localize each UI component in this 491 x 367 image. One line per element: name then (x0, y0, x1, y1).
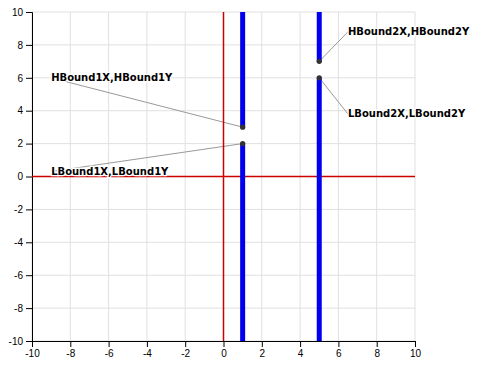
tick: 10 (12, 7, 32, 18)
tick-mark (26, 177, 32, 178)
tick-mark (377, 341, 378, 347)
tick: -8 (66, 341, 75, 359)
tick-label: 0 (17, 171, 23, 182)
tick: 6 (17, 73, 32, 84)
annotation-line (319, 78, 348, 114)
tick-mark (109, 341, 110, 347)
tick-label: -8 (66, 348, 75, 359)
point (317, 59, 322, 64)
annotation-line (319, 32, 348, 62)
tick: 2 (260, 341, 266, 359)
tick-mark (26, 242, 32, 243)
tick-mark (26, 78, 32, 79)
tick-label: 4 (17, 105, 23, 116)
annotation: HBound1X,HBound1Y (51, 72, 173, 83)
line (317, 78, 322, 341)
tick: -10 (9, 336, 32, 347)
tick-mark (415, 341, 416, 347)
line (240, 12, 245, 127)
tick-mark (338, 341, 339, 347)
tick-label: 2 (260, 348, 266, 359)
tick-label: -10 (9, 336, 24, 347)
plot: -10 -8 -6 -4 -2 0 2 4 6 8 10 -10 -8 -6 -4 -2 0 2 4 6 8 10 HBou… (9, 7, 470, 359)
tick-label: 8 (17, 40, 23, 51)
tick-mark (26, 209, 32, 210)
chart: -10 -8 -6 -4 -2 0 2 4 6 8 10 -10 -8 -6 -4 -2 0 2 4 6 8 10 HBou… (0, 0, 491, 367)
tick: -6 (14, 270, 32, 281)
axis-line (26, 13, 33, 342)
tick-label: 2 (17, 138, 23, 149)
tick: -2 (14, 204, 32, 215)
tick-label: -4 (14, 237, 23, 248)
tick-label: -6 (14, 270, 23, 281)
tick-mark (70, 341, 71, 347)
tick-label: 6 (17, 73, 23, 84)
tick: -2 (181, 341, 190, 359)
tick-mark (26, 144, 32, 145)
tick-mark (262, 341, 263, 347)
line (317, 12, 322, 61)
tick-label: 4 (298, 348, 304, 359)
axis-line (33, 342, 416, 348)
tick: 6 (336, 341, 342, 359)
y-axis: -10 -8 -6 -4 -2 0 2 4 6 8 10 (9, 7, 33, 347)
point (317, 75, 322, 80)
tick-label: -8 (14, 303, 23, 314)
tick-label: -4 (143, 348, 152, 359)
annotation: LBound1X,LBound1Y (51, 166, 169, 177)
point (240, 141, 245, 146)
tick: 2 (17, 138, 32, 149)
annotation-line (51, 78, 243, 127)
point (240, 125, 245, 130)
tick-mark (147, 341, 148, 347)
marks (32, 12, 415, 341)
annotation: LBound2X,LBound2Y (348, 108, 466, 119)
tick: 4 (298, 341, 304, 359)
tick: 8 (374, 341, 380, 359)
annotations: HBound1X,HBound1Y LBound1X,LBound1Y HBound… (51, 26, 470, 177)
tick: -4 (14, 237, 32, 248)
tick: 8 (17, 40, 32, 51)
tick: -4 (143, 341, 152, 359)
tick: -6 (105, 341, 114, 359)
tick-label: 10 (410, 348, 422, 359)
tick-label: 0 (221, 348, 227, 359)
tick-mark (224, 341, 225, 347)
tick: -10 (25, 341, 40, 359)
line (240, 144, 245, 341)
tick-mark (300, 341, 301, 347)
tick-label: 10 (12, 7, 24, 18)
grid (32, 12, 415, 341)
tick-label: -10 (25, 348, 40, 359)
tick-mark (185, 341, 186, 347)
tick: 4 (17, 105, 32, 116)
tick: 0 (221, 341, 227, 359)
tick-label: 6 (336, 348, 342, 359)
tick: 0 (17, 171, 32, 182)
tick-label: -6 (105, 348, 114, 359)
tick-mark (26, 341, 32, 342)
tick-label: -2 (181, 348, 190, 359)
tick-mark (26, 12, 32, 13)
x-axis: -10 -8 -6 -4 -2 0 2 4 6 8 10 (25, 341, 421, 359)
tick-mark (26, 275, 32, 276)
tick-label: 8 (374, 348, 380, 359)
tick: -8 (14, 303, 32, 314)
tick-mark (26, 45, 32, 46)
tick-mark (26, 111, 32, 112)
tick: 10 (410, 341, 422, 359)
tick-label: -2 (14, 204, 23, 215)
tick-mark (26, 308, 32, 309)
annotation: HBound2X,HBound2Y (348, 26, 470, 37)
